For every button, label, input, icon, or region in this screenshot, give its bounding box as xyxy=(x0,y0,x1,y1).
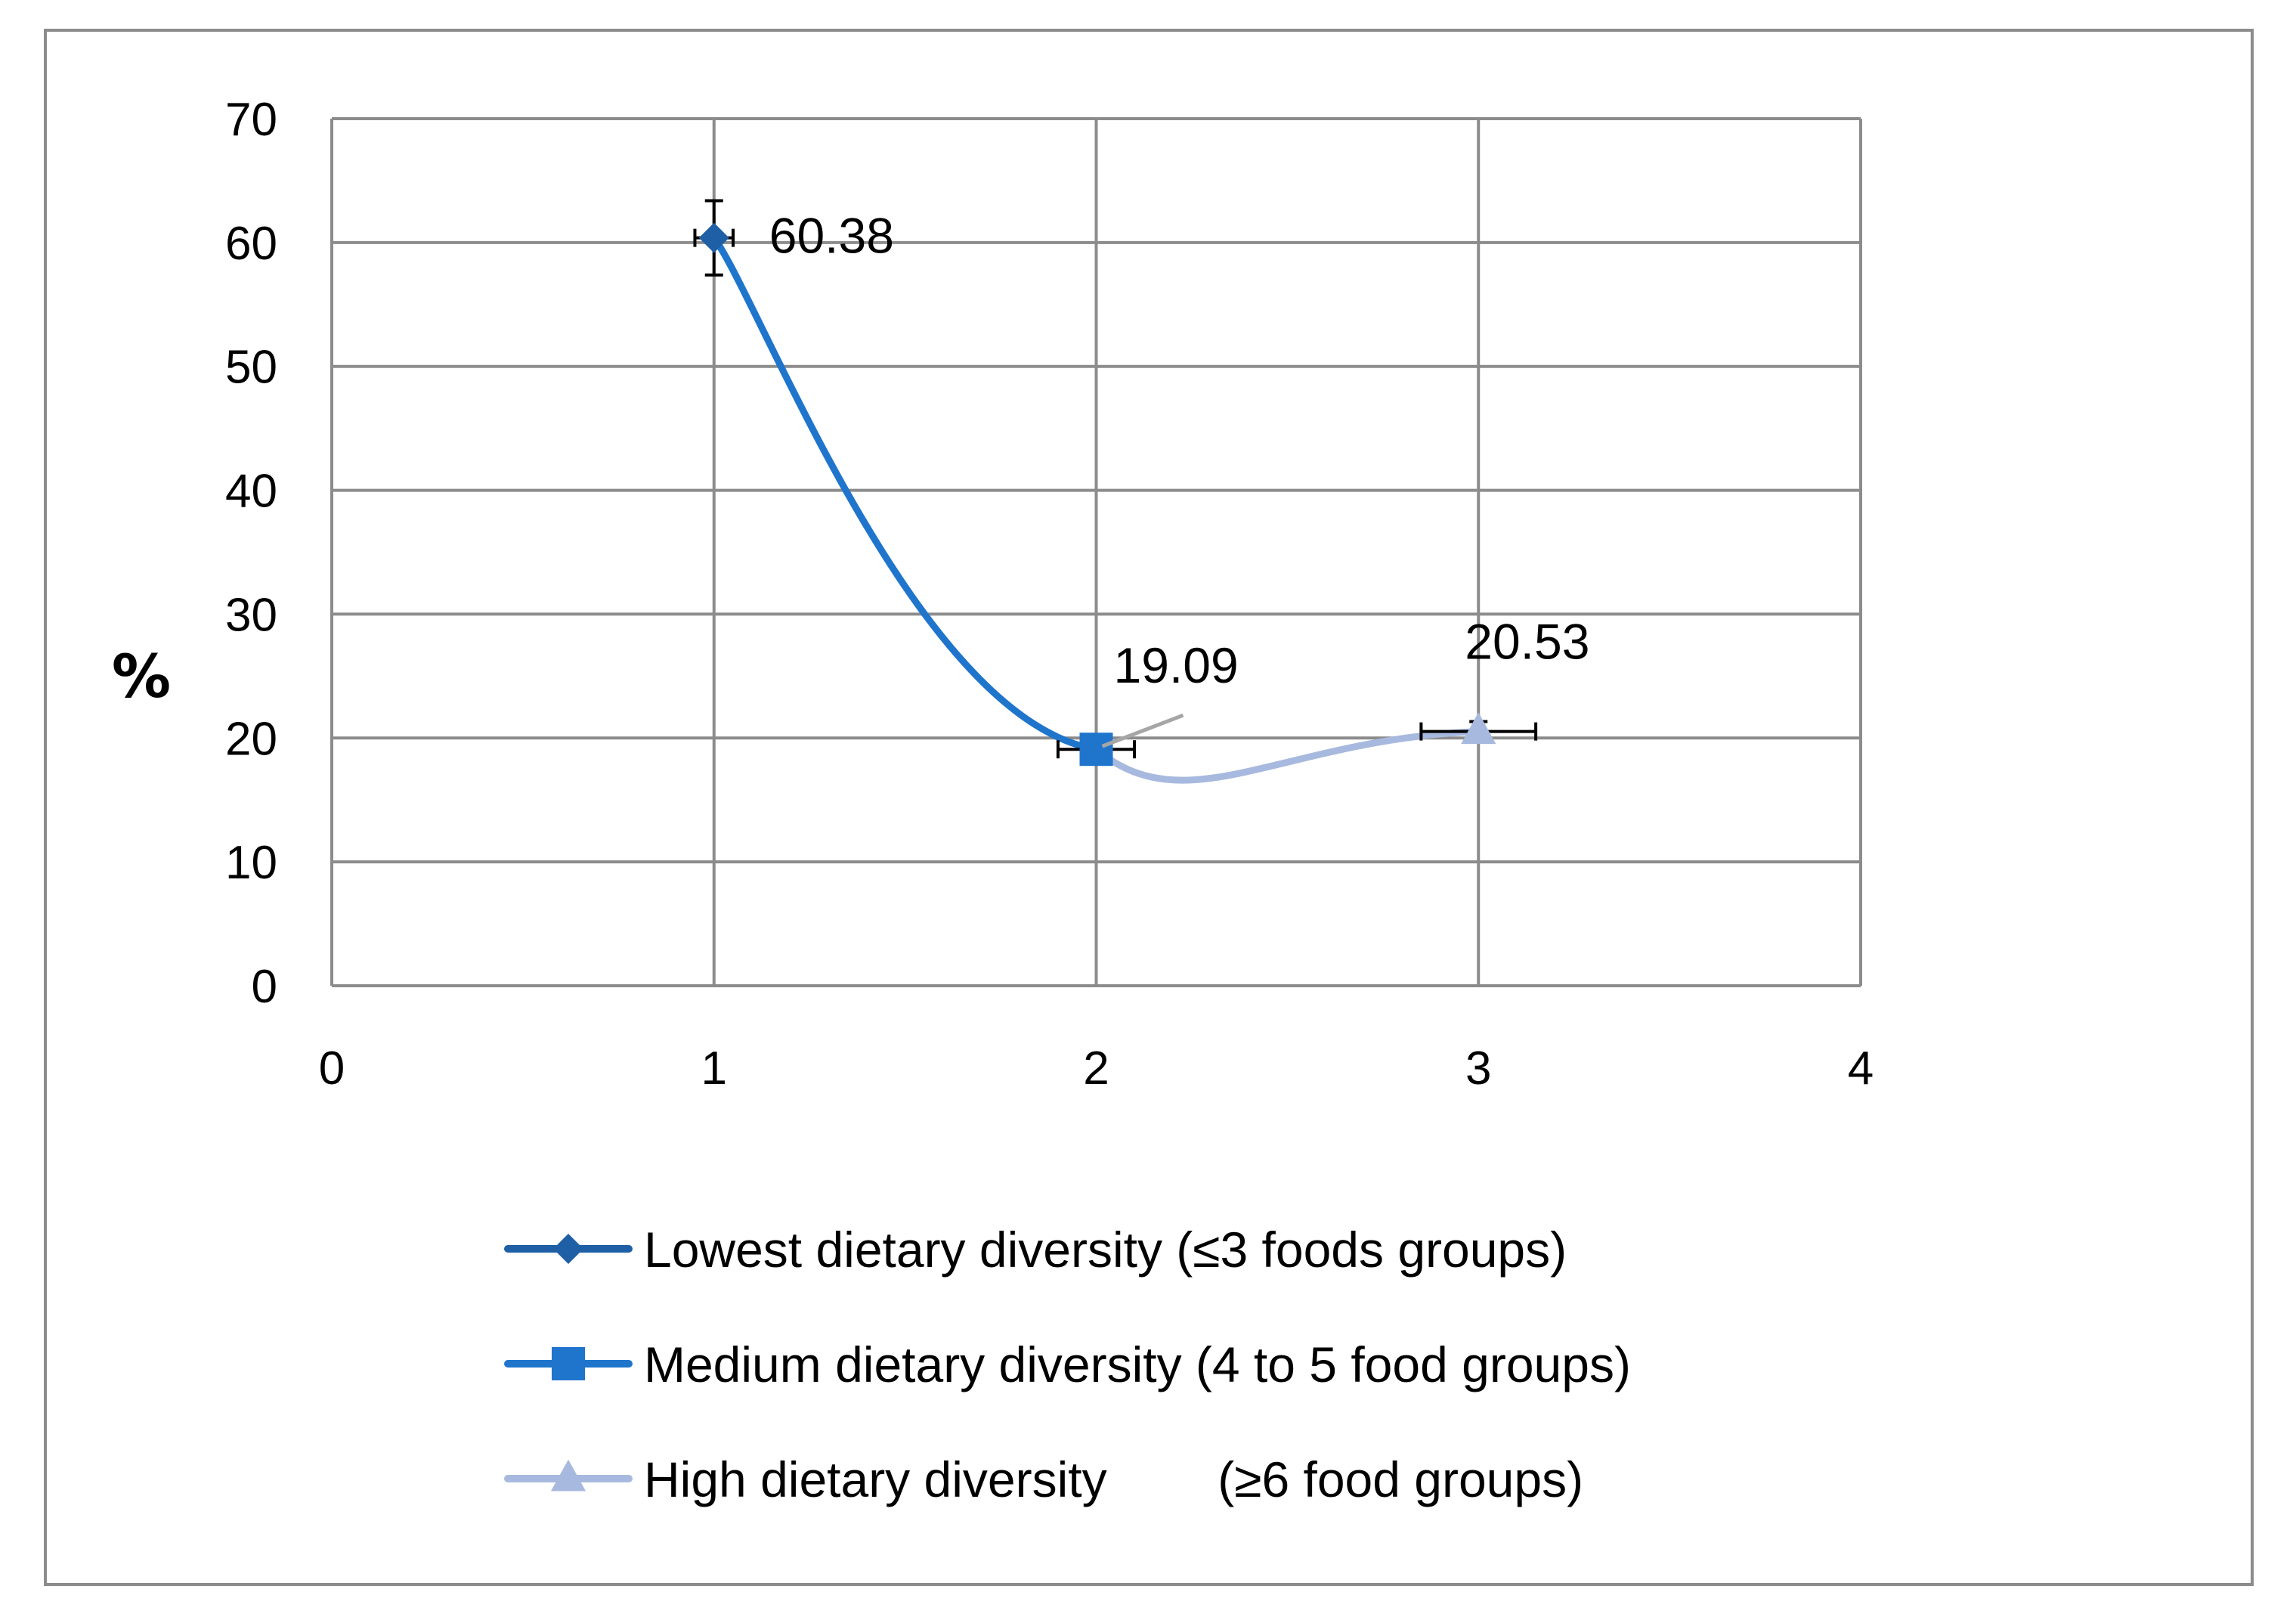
legend-entry-3: High dietary diversity (≥6 food groups) xyxy=(504,1451,1583,1507)
marker-triangle-point xyxy=(1461,712,1496,745)
y-tick-label-70: 70 xyxy=(225,94,277,146)
data-labels: 60.38 19.09 20.53 xyxy=(769,208,1589,748)
data-label-19.09: 19.09 xyxy=(1114,637,1239,693)
legend-entry-1: Lowest dietary diversity (≤3 foods group… xyxy=(504,1222,1567,1278)
data-markers xyxy=(698,222,1496,767)
legend-marker-triangle xyxy=(550,1459,586,1491)
curve-lowest-to-medium xyxy=(710,234,1100,753)
legend: Lowest dietary diversity (≤3 foods group… xyxy=(504,1222,1631,1507)
y-tick-label-10: 10 xyxy=(225,837,277,889)
data-label-leader-line xyxy=(1101,713,1184,748)
x-tick-label-0: 0 xyxy=(319,1042,345,1095)
y-tick-label-30: 30 xyxy=(225,589,277,641)
legend-label: Lowest dietary diversity (≤3 foods group… xyxy=(644,1222,1567,1278)
legend-entry-2: Medium dietary diversity (4 to 5 food gr… xyxy=(504,1337,1631,1392)
y-tick-label-50: 50 xyxy=(225,342,277,394)
line-chart: 0 10 20 30 40 50 60 70 0 1 2 3 4 % 60.38 19.09 20.53 L… xyxy=(112,94,1874,1507)
x-tick-label-1: 1 xyxy=(701,1042,727,1095)
y-tick-label-20: 20 xyxy=(225,713,277,765)
series-curves xyxy=(710,234,1482,784)
marker-diamond-point xyxy=(698,222,729,253)
grid xyxy=(330,117,1862,987)
chart-frame: 0 10 20 30 40 50 60 70 0 1 2 3 4 % 60.38 19.09 20.53 L… xyxy=(44,29,2254,1586)
legend-label: Medium dietary diversity (4 to 5 food gr… xyxy=(644,1337,1631,1392)
legend-marker-square xyxy=(552,1347,585,1380)
data-label-20.53: 20.53 xyxy=(1465,614,1589,670)
y-tick-label-40: 40 xyxy=(225,466,277,518)
curve-medium-to-high xyxy=(1093,728,1482,784)
axis-ticks: 0 10 20 30 40 50 60 70 0 1 2 3 4 xyxy=(225,94,1874,1095)
x-tick-label-3: 3 xyxy=(1465,1042,1491,1095)
y-tick-label-0: 0 xyxy=(252,961,277,1013)
y-tick-label-60: 60 xyxy=(225,218,277,270)
data-label-60.38: 60.38 xyxy=(769,208,894,264)
x-tick-label-2: 2 xyxy=(1083,1042,1109,1095)
legend-marker-diamond xyxy=(553,1234,583,1264)
legend-label: High dietary diversity (≥6 food groups) xyxy=(644,1451,1583,1507)
marker-square-point xyxy=(1079,733,1113,767)
x-tick-label-4: 4 xyxy=(1848,1042,1874,1095)
y-axis-label: % xyxy=(112,643,171,711)
